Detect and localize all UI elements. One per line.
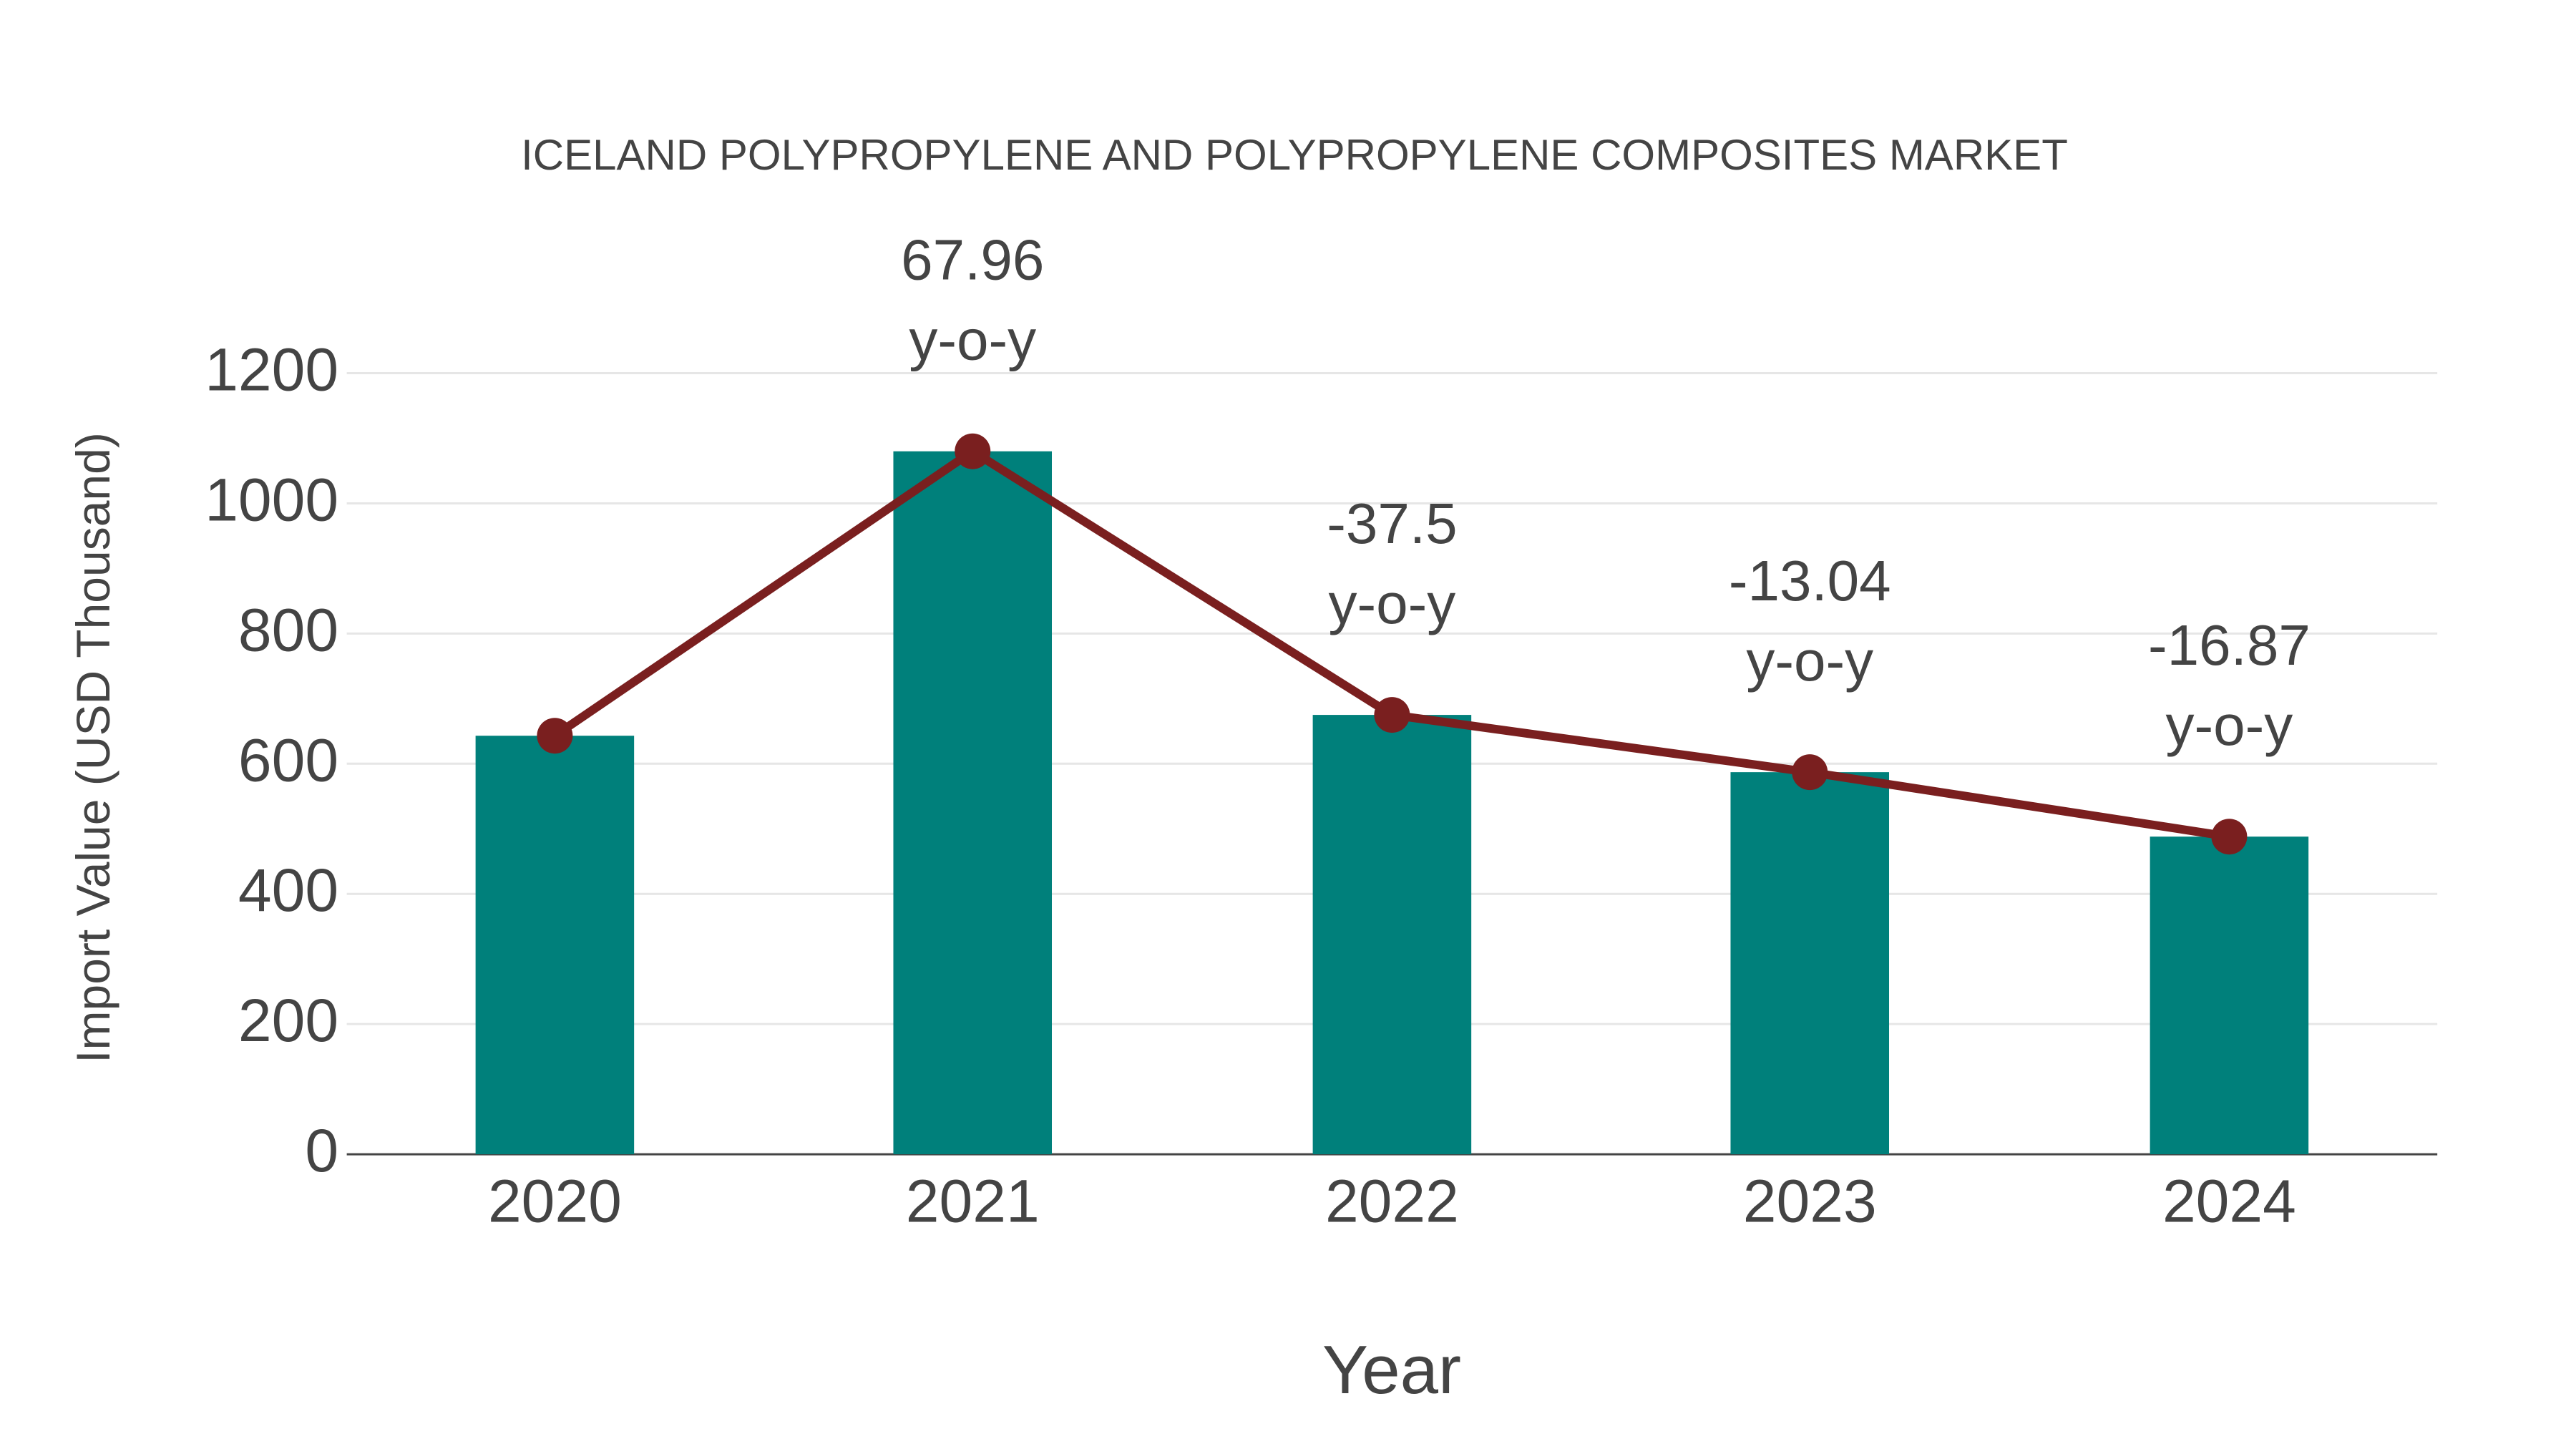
- yoy-label: y-o-y: [909, 308, 1036, 372]
- x-tick-label: 2022: [1325, 1168, 1459, 1235]
- yoy-value: -37.5: [1327, 492, 1457, 555]
- x-tick-label: 2021: [906, 1168, 1040, 1235]
- y-tick-label: 1200: [205, 336, 338, 404]
- yoy-label: y-o-y: [1746, 629, 1873, 693]
- yoy-value: -16.87: [2148, 613, 2311, 677]
- y-tick-label: 0: [305, 1117, 338, 1184]
- trend-marker: [537, 718, 573, 754]
- yoy-value: -13.04: [1729, 549, 1891, 613]
- y-tick-label: 1000: [205, 466, 338, 533]
- bar-2020: [475, 736, 635, 1155]
- y-tick-label: 200: [238, 987, 338, 1054]
- chart-title: ICELAND POLYPROPYLENE AND POLYPROPYLENE …: [521, 131, 2068, 179]
- trend-marker: [955, 433, 991, 469]
- y-tick-label: 400: [238, 857, 338, 924]
- trend-marker: [1792, 754, 1828, 791]
- x-tick-label: 2020: [488, 1168, 622, 1235]
- yoy-value: 67.96: [901, 228, 1044, 292]
- yoy-label: y-o-y: [2166, 693, 2293, 757]
- x-axis-label: Year: [1322, 1332, 1461, 1408]
- y-tick-label: 800: [238, 596, 338, 663]
- y-tick-label: 600: [238, 726, 338, 794]
- trend-marker: [1374, 697, 1410, 733]
- yoy-label: y-o-y: [1329, 572, 1456, 635]
- x-tick-label: 2024: [2162, 1168, 2296, 1235]
- x-tick-label: 2023: [1743, 1168, 1877, 1235]
- trend-marker: [2211, 819, 2248, 855]
- bar-2023: [1730, 772, 1890, 1155]
- bar-2021: [893, 451, 1053, 1155]
- bar-2022: [1312, 715, 1472, 1155]
- bar-2024: [2150, 836, 2309, 1155]
